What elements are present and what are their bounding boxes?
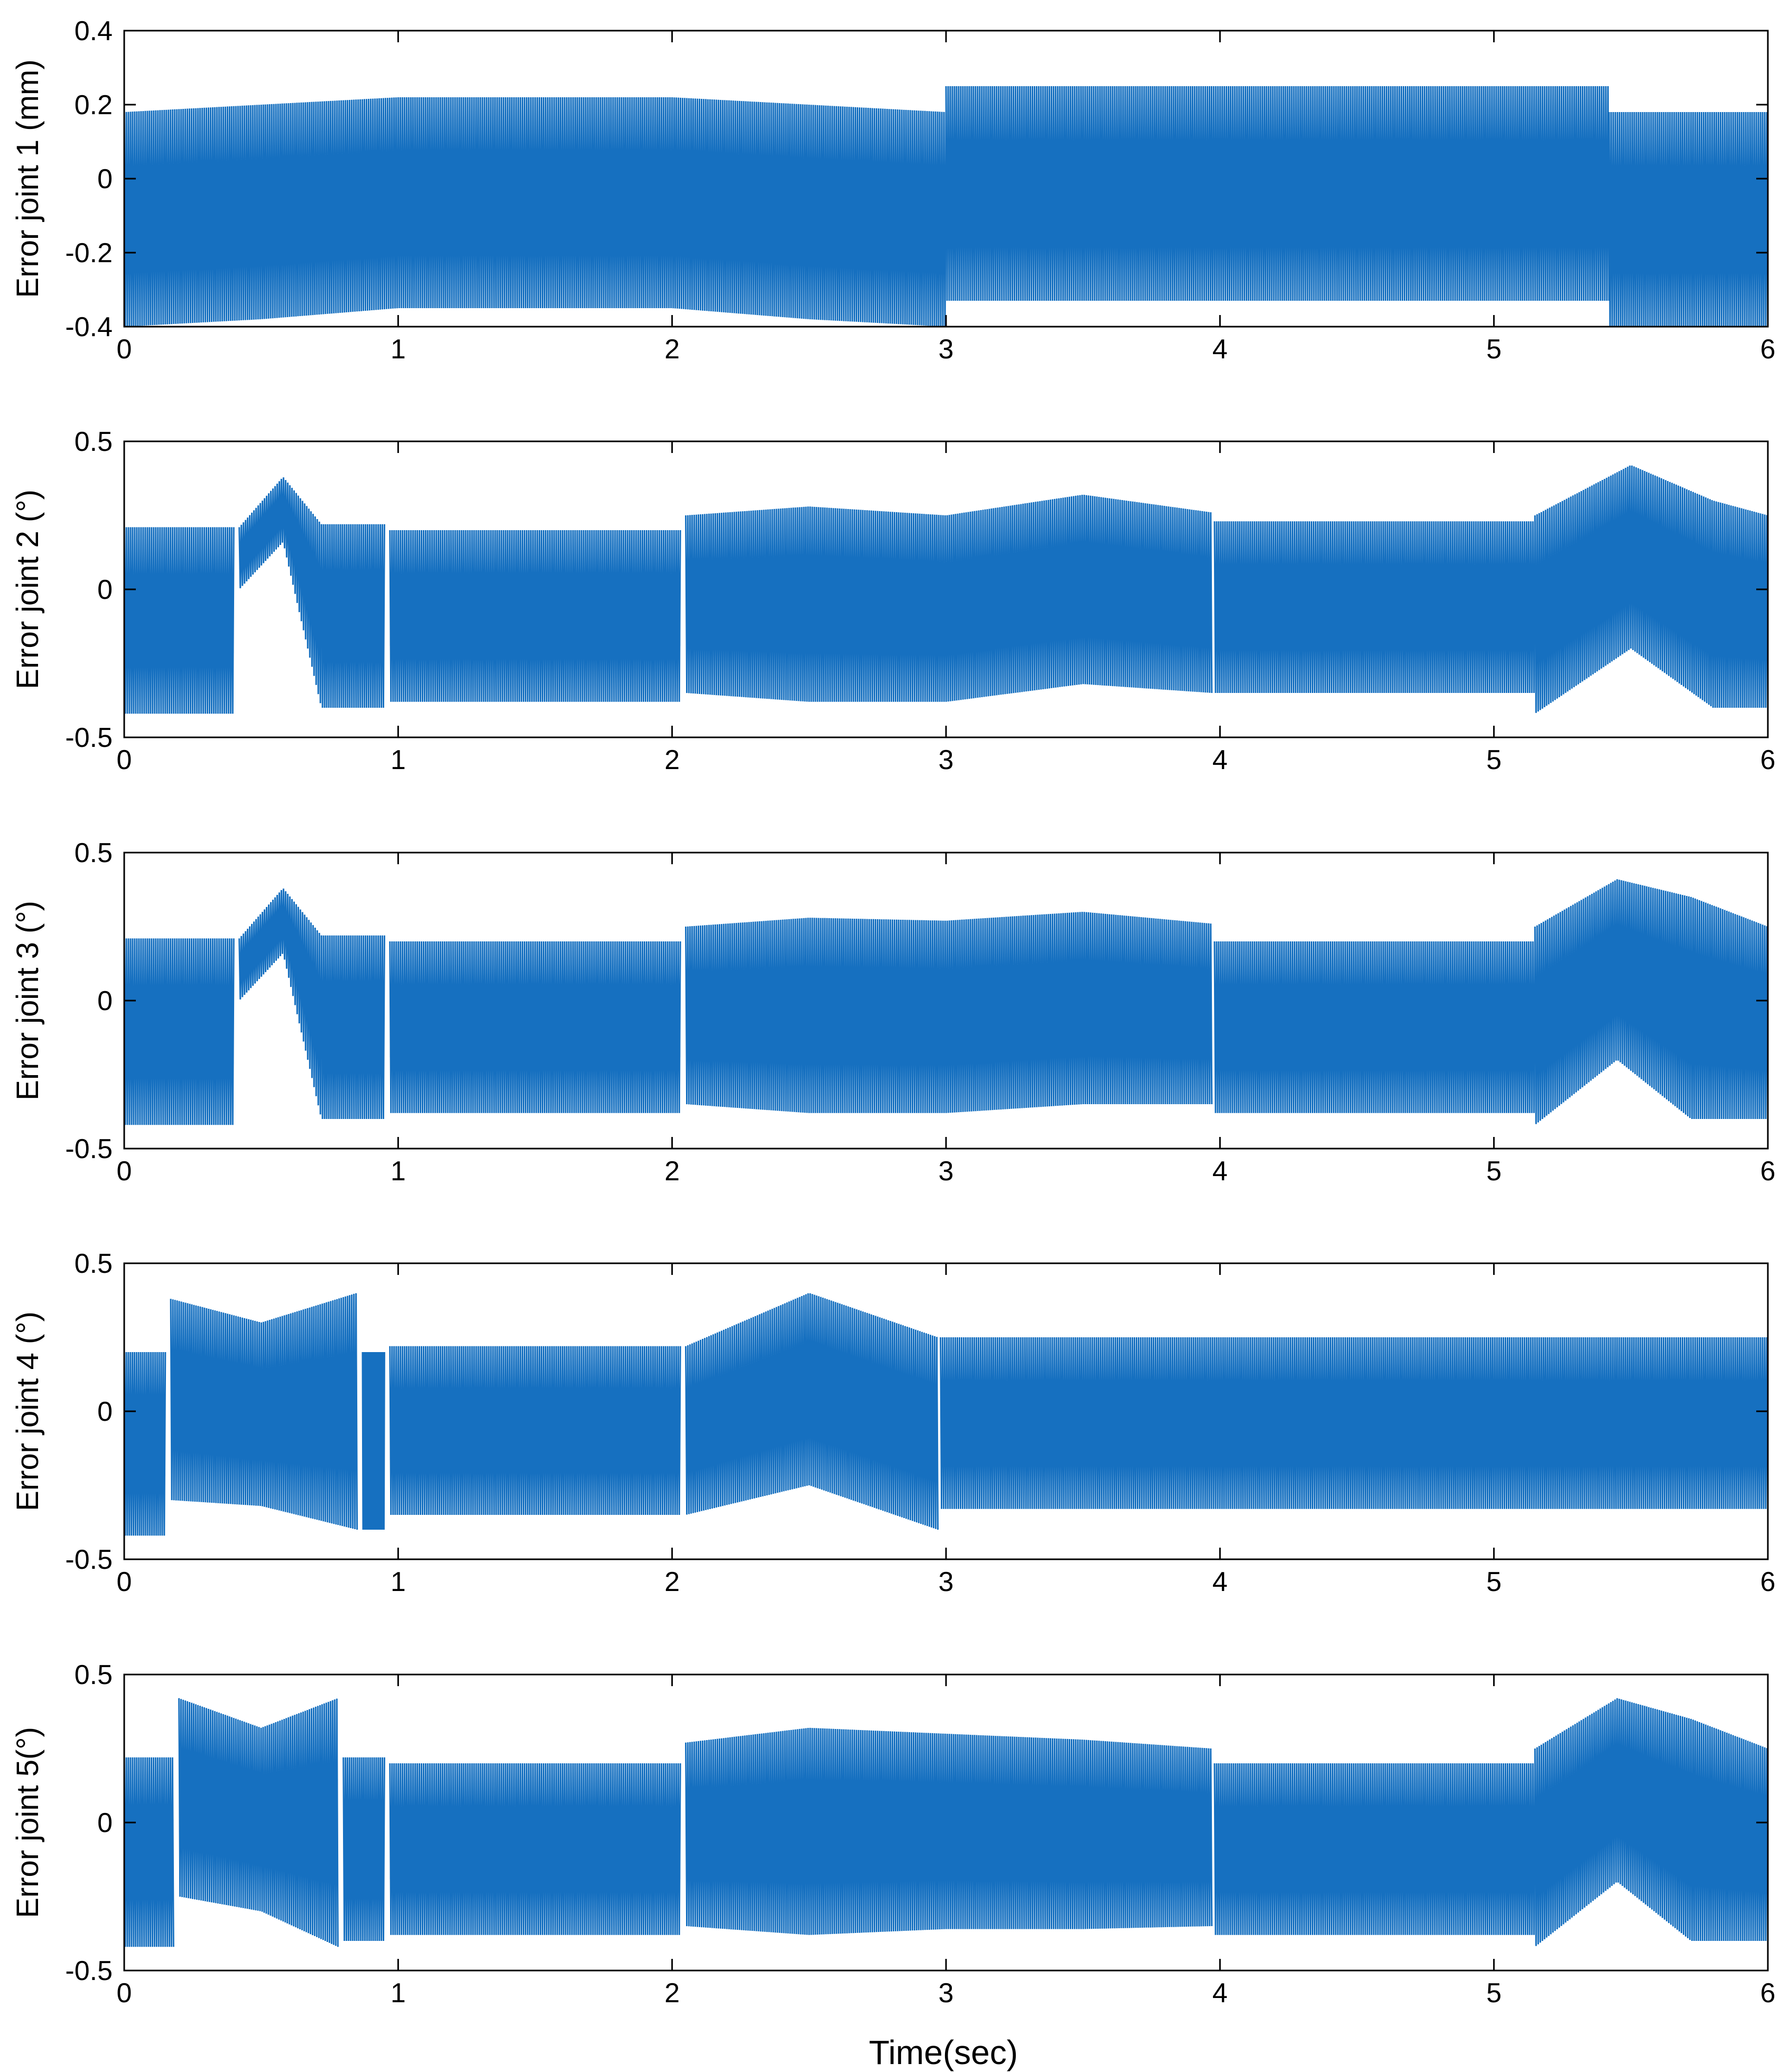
x-tick-label: 4 [1212,745,1228,775]
x-tick-label: 5 [1486,745,1501,775]
y-axis-label: Error joint 4 (°) [11,1311,45,1511]
series-line [685,912,1213,1113]
series-traces [124,86,1768,327]
series-line [170,1293,358,1530]
y-tick-label: 0.4 [75,16,113,47]
x-tick-label: 2 [664,1978,680,2009]
series-line [1213,941,1536,1113]
series-line [320,935,385,1120]
y-tick-label: 0.5 [75,1248,113,1279]
y-tick-label: 0 [97,986,113,1016]
series-line [1534,1698,1768,1946]
x-tick-label: 1 [391,334,406,365]
x-tick-label: 3 [939,745,954,775]
series-line [238,477,322,704]
x-tick-label: 0 [117,334,132,365]
x-tick-label: 5 [1486,334,1501,365]
x-tick-label: 5 [1486,1567,1501,1597]
x-tick-label: 5 [1486,1156,1501,1187]
x-tick-label: 3 [939,1567,954,1597]
x-tick-label: 6 [1760,1156,1776,1187]
x-tick-label: 0 [117,745,132,775]
x-tick-label: 4 [1212,1156,1228,1187]
x-tick-label: 6 [1760,1567,1776,1597]
series-traces [124,879,1768,1125]
series-line [124,938,235,1125]
y-tick-label: 0.5 [75,1660,113,1690]
x-tick-label: 3 [939,1978,954,2009]
x-tick-label: 1 [391,1156,406,1187]
y-axis-label: Error joint 1 (mm) [11,59,45,298]
x-tick-label: 2 [664,745,680,775]
y-axis-label: Error joint 3 (°) [11,901,45,1100]
y-axis-label: Error joint 5(°) [11,1727,45,1918]
series-traces [124,1293,1768,1536]
series-line [1213,521,1536,693]
series-line [124,527,235,714]
series-line [124,1352,166,1536]
series-line [389,941,681,1113]
series-line [945,86,1610,301]
series-line [178,1698,339,1947]
x-axis-label: Time(sec) [869,2033,1018,2071]
x-tick-label: 0 [117,1156,132,1187]
x-tick-label: 4 [1212,334,1228,365]
series-line [685,1293,939,1530]
x-tick-label: 4 [1212,1978,1228,2009]
x-tick-label: 3 [939,334,954,365]
x-tick-label: 1 [391,745,406,775]
x-tick-label: 0 [117,1567,132,1597]
series-line [389,530,681,702]
series-line [361,1352,385,1530]
y-tick-label: -0.2 [65,238,113,269]
series-line [685,495,1213,702]
series-line [1534,465,1768,713]
series-line [1608,112,1768,327]
y-tick-label: 0 [97,1396,113,1427]
x-tick-label: 2 [664,1567,680,1597]
x-tick-label: 6 [1760,334,1776,365]
series-traces [124,1698,1768,1947]
series-line [320,524,385,708]
series-line [685,1727,1213,1935]
series-line [1534,879,1768,1124]
y-tick-label: 0 [97,1808,113,1838]
y-tick-label: 0.5 [75,427,113,457]
x-tick-label: 0 [117,1978,132,2009]
y-tick-label: 0 [97,575,113,605]
x-tick-label: 4 [1212,1567,1228,1597]
x-tick-label: 1 [391,1978,406,2009]
y-tick-label: -0.5 [65,1544,113,1575]
series-line [389,1346,681,1515]
x-tick-label: 2 [664,1156,680,1187]
subplot-1: 0 1 2 3 4 5 6 -0.4 -0.2 0 0.2 0.4 Error joint 1 (mm) [11,16,1775,365]
y-tick-label: -0.5 [65,723,113,753]
x-tick-label: 6 [1760,745,1776,775]
y-tick-label: 0 [97,164,113,195]
x-tick-label: 1 [391,1567,406,1597]
x-tick-label: 5 [1486,1978,1501,2009]
series-line [940,1337,1768,1509]
y-axis-label: Error joint 2 (°) [11,489,45,689]
y-tick-label: -0.4 [65,312,113,343]
series-line [238,889,322,1115]
series-line [124,1757,174,1947]
y-tick-label: 0.2 [75,90,113,121]
x-tick-label: 3 [939,1156,954,1187]
x-tick-label: 2 [664,334,680,365]
y-tick-label: -0.5 [65,1956,113,1986]
y-tick-label: 0.5 [75,838,113,868]
series-line [124,97,947,327]
series-line [342,1757,385,1941]
x-tick-label: 6 [1760,1978,1776,2009]
series-traces [124,465,1768,714]
series-line [389,1763,681,1935]
series-line [1213,1763,1536,1935]
y-tick-label: -0.5 [65,1134,113,1164]
